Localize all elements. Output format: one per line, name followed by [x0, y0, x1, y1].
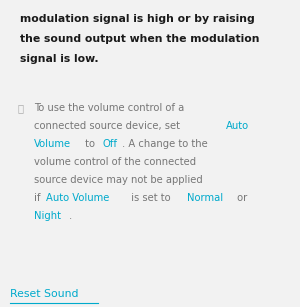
Text: . A change to the: . A change to the — [122, 139, 208, 149]
Text: connected source device, set: connected source device, set — [34, 121, 183, 131]
Text: Off: Off — [103, 139, 118, 149]
Text: the sound output when the modulation: the sound output when the modulation — [20, 34, 260, 44]
Text: ⦿: ⦿ — [18, 103, 24, 113]
Text: signal is low.: signal is low. — [20, 54, 99, 64]
Text: Reset Sound: Reset Sound — [10, 289, 79, 299]
Text: .: . — [69, 211, 72, 221]
Text: To use the volume control of a: To use the volume control of a — [34, 103, 184, 113]
Text: or: or — [234, 193, 247, 203]
Text: Night: Night — [34, 211, 61, 221]
Text: Auto Volume: Auto Volume — [46, 193, 110, 203]
Text: Auto: Auto — [226, 121, 250, 131]
Text: volume control of the connected: volume control of the connected — [34, 157, 196, 167]
Text: to: to — [82, 139, 98, 149]
Text: modulation signal is high or by raising: modulation signal is high or by raising — [20, 14, 255, 24]
Text: Volume: Volume — [34, 139, 71, 149]
Text: is set to: is set to — [128, 193, 174, 203]
Text: if: if — [34, 193, 43, 203]
Text: Normal: Normal — [187, 193, 224, 203]
Text: source device may not be applied: source device may not be applied — [34, 175, 203, 185]
